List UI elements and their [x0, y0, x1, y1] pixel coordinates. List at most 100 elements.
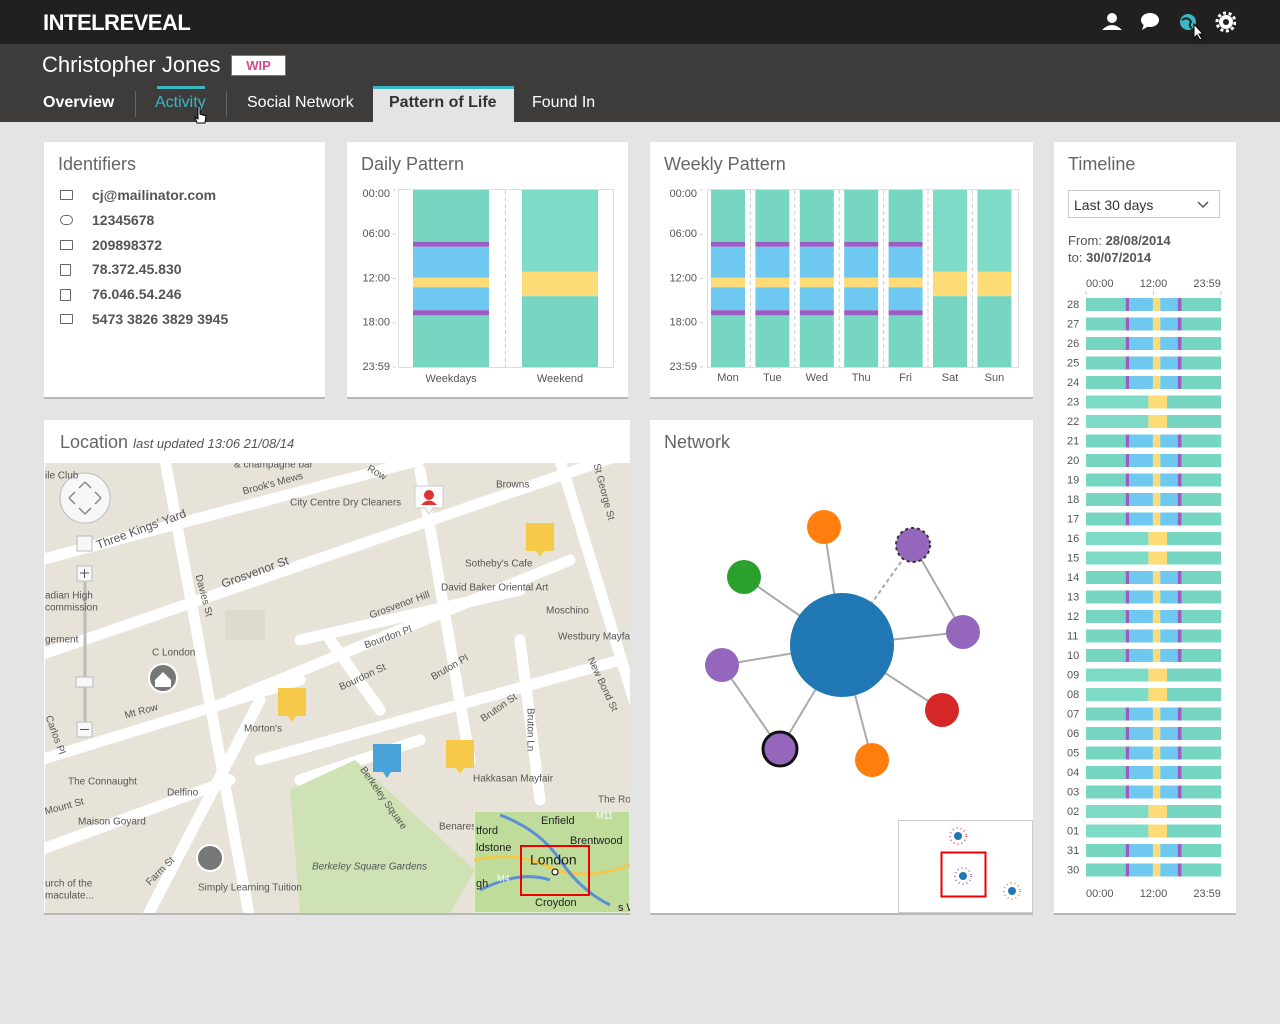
row-label: 02 [1067, 806, 1079, 818]
pattern-segment [1177, 571, 1182, 584]
pattern-segment [1160, 863, 1178, 877]
node[interactable] [790, 593, 894, 697]
row-label: 27 [1067, 318, 1079, 330]
node[interactable] [761, 730, 799, 768]
identifier: 12345678 [92, 212, 155, 228]
node[interactable] [946, 615, 980, 649]
pattern-segment [413, 246, 489, 278]
x-tick-label: Wed [806, 372, 828, 384]
pattern-segment [1129, 376, 1153, 389]
pattern-segment [977, 190, 1012, 272]
tab[interactable]: Overview [43, 94, 115, 111]
x-tick-label: 12:00 [1140, 888, 1168, 900]
pattern-segment [1152, 356, 1161, 370]
pattern-segment [1086, 844, 1126, 857]
pattern-segment [1167, 688, 1221, 701]
pattern-segment [1129, 493, 1153, 506]
pattern-segment [1086, 395, 1149, 409]
range-dropdown[interactable]: Last 30 days [1068, 190, 1220, 218]
map-label: Simply Learning Tuition [198, 883, 302, 894]
tab[interactable]: Pattern of Life [389, 94, 497, 111]
pattern-segment [522, 190, 598, 272]
roads [45, 463, 630, 913]
map-label: Morton's [244, 724, 282, 735]
identifier: 5473 3826 3829 3945 [92, 311, 229, 327]
identifier: 209898372 [92, 237, 163, 253]
row-label: 14 [1067, 572, 1079, 584]
pattern-segment [1181, 766, 1221, 779]
settings-icon[interactable] [1215, 11, 1236, 33]
pattern-segment [755, 246, 790, 278]
pattern-segment [1125, 317, 1130, 331]
chevron [1197, 201, 1209, 209]
pattern-segment [1125, 337, 1130, 350]
pattern-segment [1177, 434, 1182, 448]
pattern-segment [1152, 493, 1161, 506]
pattern-segment [1181, 785, 1221, 799]
tab[interactable]: Found In [532, 94, 596, 111]
node[interactable] [727, 560, 761, 594]
row-label: 26 [1067, 338, 1079, 350]
pattern-segment [1181, 707, 1221, 721]
network-graph[interactable] [705, 510, 980, 777]
inset-label: London [530, 852, 577, 868]
globe-icon[interactable] [1180, 14, 1205, 41]
pattern-segment [1177, 376, 1182, 389]
map[interactable]: & champagne bar Row Brook's Mews City Ce… [40, 455, 640, 930]
pattern-segment [799, 277, 834, 288]
tab[interactable]: Social Network [247, 94, 354, 111]
pattern-segment [711, 287, 745, 311]
network-minimap[interactable] [898, 820, 1033, 913]
pattern-segment [1152, 629, 1161, 643]
inset-label: Brentwood [570, 835, 623, 847]
node[interactable] [855, 743, 889, 777]
y-tick-label: 12:00 [362, 272, 390, 284]
row-label: 30 [1067, 864, 1079, 876]
identifiers-panel: Identifiers cj@mailinator.com 12345678 2… [44, 142, 325, 397]
pattern-segment [1177, 454, 1182, 467]
map-label: David Baker Oriental Art [441, 583, 548, 594]
pattern-segment [1125, 746, 1130, 760]
pattern-segment [1177, 337, 1182, 350]
map-label: & champagne bar [234, 460, 314, 471]
chat-icon[interactable] [1141, 13, 1159, 30]
pattern-segment [1086, 493, 1126, 506]
map-zoom-control[interactable] [59, 472, 111, 738]
pattern-segment [1125, 473, 1130, 487]
pattern-segment [711, 190, 745, 242]
pattern-segment [1181, 356, 1221, 370]
pattern-segment [1177, 629, 1182, 643]
pattern-segment [1181, 746, 1221, 760]
x-tick-label: 23:59 [1193, 888, 1221, 900]
pattern-segment [1086, 766, 1126, 779]
node[interactable] [705, 648, 739, 682]
pattern-segment [1152, 844, 1161, 857]
pattern-segment [1160, 571, 1178, 584]
overview-map[interactable]: Enfield Brentwood London Croydon M11 M4 … [474, 810, 638, 914]
pattern-segment [1129, 571, 1153, 584]
tab-separator [226, 91, 227, 117]
node[interactable] [807, 510, 841, 544]
pattern-segment [711, 315, 745, 367]
map-label: maculate... [45, 891, 94, 902]
phone-icon [60, 215, 73, 225]
row-label: 24 [1067, 377, 1079, 389]
node[interactable] [895, 527, 931, 563]
x-tick-label: Fri [899, 372, 912, 384]
tab[interactable]: Activity [155, 94, 206, 111]
pattern-segment [888, 246, 923, 278]
pattern-segment [1125, 376, 1130, 389]
inset-label: M4 [497, 873, 510, 883]
row-label: 10 [1067, 650, 1079, 662]
pattern-segment [1152, 746, 1161, 760]
row-label: 18 [1067, 494, 1079, 506]
pattern-segment [1177, 473, 1182, 487]
pattern-segment [1129, 337, 1153, 350]
map-label: Sotheby's Cafe [465, 559, 533, 570]
node[interactable] [925, 693, 959, 727]
user-icon[interactable] [1102, 13, 1122, 30]
pattern-segment [1177, 298, 1182, 311]
pattern-segment [1160, 766, 1178, 779]
